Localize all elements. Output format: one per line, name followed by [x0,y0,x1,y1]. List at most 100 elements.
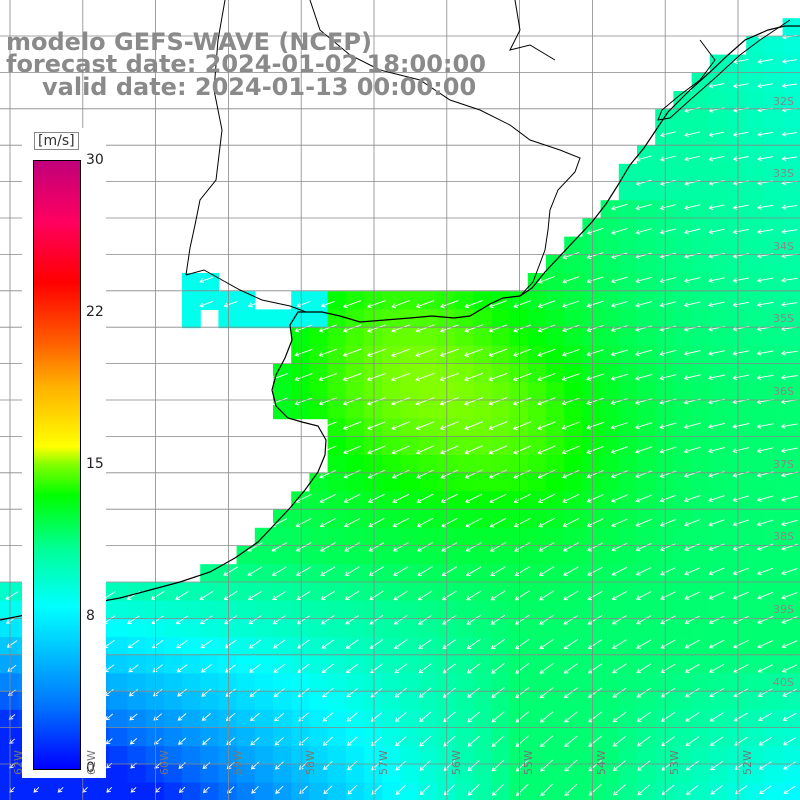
wind-speed-cell [364,618,383,638]
wind-arrow [7,664,17,672]
wind-speed-cell [182,309,201,329]
wind-speed-cell [455,527,474,547]
wind-arrow [323,785,333,795]
wind-arrow [537,348,556,357]
wind-arrow [659,155,676,162]
wind-arrow [418,711,432,723]
wind-speed-cell [291,728,310,747]
wind-speed-cell [527,309,547,329]
wind-arrow [659,301,677,308]
wind-speed-cell [182,728,201,747]
wind-speed-cell [764,564,784,583]
wind-speed-cell [127,637,147,656]
wind-speed-cell [309,546,329,565]
wind-speed-cell [345,418,365,438]
wind-speed-cell [382,382,401,401]
wind-speed-cell [655,200,674,219]
wind-speed-cell [200,709,219,729]
wind-speed-cell [600,455,620,474]
wind-arrow [757,664,773,673]
wind-speed-cell [436,746,456,765]
wind-speed-cell [782,400,800,420]
wind-arrow [296,615,311,625]
wind-arrow [634,422,653,430]
wind-speed-cell [436,491,456,511]
wind-speed-cell [564,345,583,365]
wind-speed-cell [345,291,365,310]
wind-speed-cell [637,491,656,511]
wind-arrow [466,614,481,625]
wind-speed-cell [309,564,329,583]
wind-speed-cell [436,382,456,401]
wind-speed-cell [618,655,638,674]
wind-arrow [344,542,360,552]
wind-arrow [394,639,408,649]
wind-arrow [512,372,532,382]
wind-speed-cell [382,345,401,365]
wind-arrow [756,447,774,454]
wind-arrow [466,663,481,674]
wind-speed-cell [546,728,565,747]
wind-speed-cell [709,455,729,474]
colorbar-tick-15: 15 [86,456,104,472]
wind-speed-cell [527,327,547,347]
wind-speed-cell [637,527,656,547]
wind-speed-cell [782,436,800,456]
wind-speed-cell [746,327,765,347]
wind-speed-cell [200,291,219,310]
title-valid-date: valid date: 2024-01-13 00:00:00 [42,73,477,101]
wind-speed-cell [746,54,765,74]
wind-speed-cell [691,673,711,693]
wind-arrow [708,204,725,211]
colorbar-tick-0: 0 [86,760,95,776]
wind-speed-cell [291,364,310,383]
wind-arrow [781,664,798,673]
wind-arrow [491,687,505,699]
wind-speed-cell [291,546,310,565]
wind-arrow [611,518,628,527]
wind-arrow [586,518,604,528]
wind-arrow [440,469,459,479]
wind-speed-cell [691,364,711,383]
wind-speed-cell [600,382,620,401]
wind-arrow [418,614,433,625]
wind-arrow [33,786,40,793]
wind-speed-cell [182,273,201,292]
wind-speed-cell [309,655,329,674]
wind-speed-cell [364,691,383,711]
wind-speed-cell [582,764,602,784]
wind-arrow [636,615,652,625]
wind-speed-cell [491,309,511,329]
wind-speed-cell [746,145,765,165]
wind-arrow [294,373,313,382]
wind-arrow [588,759,602,772]
wind-arrow [659,446,677,454]
wind-speed-cell [382,473,401,492]
wind-speed-cell [673,400,693,420]
wind-arrow [488,348,508,357]
wind-arrow [588,687,603,698]
wind-speed-cell [236,564,256,583]
wind-speed-cell [418,600,438,620]
wind-arrow [274,712,285,722]
wind-speed-cell [182,655,201,674]
wind-speed-cell [618,691,638,711]
wind-arrow [757,204,774,210]
wind-speed-cell [655,382,674,401]
wind-arrow [683,446,701,454]
wind-speed-cell [491,418,511,438]
wind-speed-cell [327,291,347,310]
wind-speed-cell [764,218,784,238]
wind-speed-cell [309,491,329,511]
wind-speed-cell [655,509,674,529]
wind-speed-cell [691,455,711,474]
wind-speed-cell [509,455,529,474]
wind-speed-cell [473,709,492,729]
wind-arrow [684,567,701,576]
wind-arrow [416,518,434,528]
wind-arrow [661,712,676,722]
wind-speed-cell [673,527,693,547]
wind-speed-cell [582,600,602,620]
wind-speed-cell [345,564,365,583]
wind-speed-cell [200,764,219,784]
